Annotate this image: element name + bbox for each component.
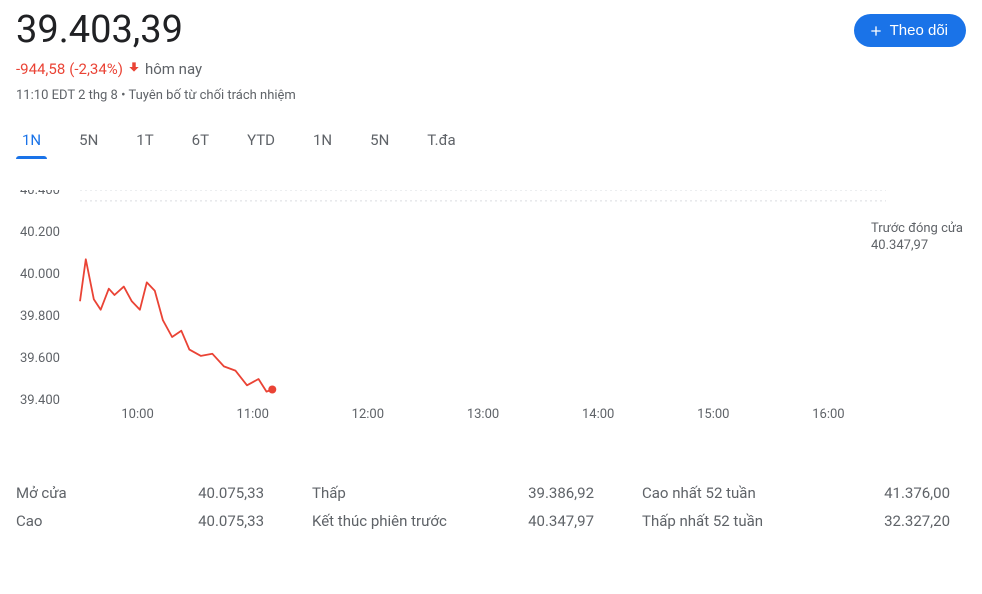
stat-label: Cao nhất 52 tuần (642, 484, 810, 502)
tab-1n[interactable]: 1N (20, 125, 43, 159)
tab-6t[interactable]: 6T (190, 125, 211, 159)
current-price: 39.403,39 (16, 8, 296, 54)
svg-text:40.400: 40.400 (20, 190, 60, 198)
chart-canvas: 39.400 39.600 39.800 40.000 40.200 40.400 10:0… (16, 190, 886, 420)
stat-label: Mở cửa (16, 484, 122, 502)
change-percent: (-2,34%) (69, 60, 123, 78)
stat-row: Thấp 39.386,92 (312, 484, 642, 502)
timestamp: 11:10 EDT 2 thg 8 (16, 88, 118, 103)
timestamp-row: 11:10 EDT 2 thg 8 • Tuyên bố từ chối trá… (16, 88, 296, 103)
stat-row: Cao nhất 52 tuần 41.376,00 (642, 484, 966, 502)
price-chart[interactable]: 39.400 39.600 39.800 40.000 40.200 40.400 10:0… (16, 190, 966, 470)
stat-value: 32.327,20 (884, 512, 966, 530)
svg-text:16:00: 16:00 (812, 407, 844, 420)
svg-text:40.200: 40.200 (20, 225, 60, 240)
disclaimer-link[interactable]: Tuyên bố từ chối trách nhiệm (128, 88, 295, 103)
svg-text:12:00: 12:00 (352, 407, 384, 420)
stat-label: Thấp nhất 52 tuần (642, 512, 810, 530)
svg-text:14:00: 14:00 (582, 407, 614, 420)
stat-label: Kết thúc phiên trước (312, 512, 480, 530)
stats-grid: Mở cửa 40.075,33Thấp 39.386,92Cao nhất 52 … (16, 484, 966, 530)
tab-ytd[interactable]: YTD (245, 125, 277, 159)
svg-text:11:00: 11:00 (237, 407, 269, 420)
follow-button[interactable]: Theo dõi (854, 14, 966, 47)
prev-close-value: 40.347,97 (871, 237, 966, 255)
tab-5n[interactable]: 5N (368, 125, 391, 159)
stat-value: 40.075,33 (198, 512, 312, 530)
down-arrow-icon (127, 60, 141, 78)
prev-close-label-box: Trước đóng cửa 40.347,97 (871, 220, 966, 255)
svg-text:40.000: 40.000 (20, 267, 60, 282)
prev-close-label: Trước đóng cửa (871, 220, 966, 238)
stat-value: 40.075,33 (198, 484, 312, 502)
svg-text:39.400: 39.400 (20, 393, 60, 408)
range-tabs: 1N 5N 1T 6T YTD 1N 5N T.đa (16, 125, 966, 160)
stat-label: Cao (16, 512, 122, 530)
tab-tđa[interactable]: T.đa (425, 125, 457, 159)
tab-1n[interactable]: 1N (311, 125, 334, 159)
stat-row: Thấp nhất 52 tuần 32.327,20 (642, 512, 966, 530)
svg-text:39.800: 39.800 (20, 309, 60, 324)
stat-row: Cao 40.075,33 (16, 512, 312, 530)
stat-value: 41.376,00 (884, 484, 966, 502)
svg-text:15:00: 15:00 (697, 407, 729, 420)
stat-label: Thấp (312, 484, 480, 502)
change-absolute: -944,58 (16, 60, 65, 78)
stat-row: Kết thúc phiên trước 40.347,97 (312, 512, 642, 530)
stat-row: Mở cửa 40.075,33 (16, 484, 312, 502)
tab-5n[interactable]: 5N (77, 125, 100, 159)
stat-value: 40.347,97 (528, 512, 642, 530)
follow-label: Theo dõi (890, 22, 948, 39)
svg-text:10:00: 10:00 (121, 407, 153, 420)
svg-text:39.600: 39.600 (20, 351, 60, 366)
today-label: hôm nay (145, 60, 202, 78)
plus-icon (868, 23, 884, 39)
svg-text:13:00: 13:00 (467, 407, 499, 420)
stat-value: 39.386,92 (528, 484, 642, 502)
price-change: -944,58 (-2,34%) hôm nay (16, 60, 296, 78)
tab-1t[interactable]: 1T (134, 125, 155, 159)
